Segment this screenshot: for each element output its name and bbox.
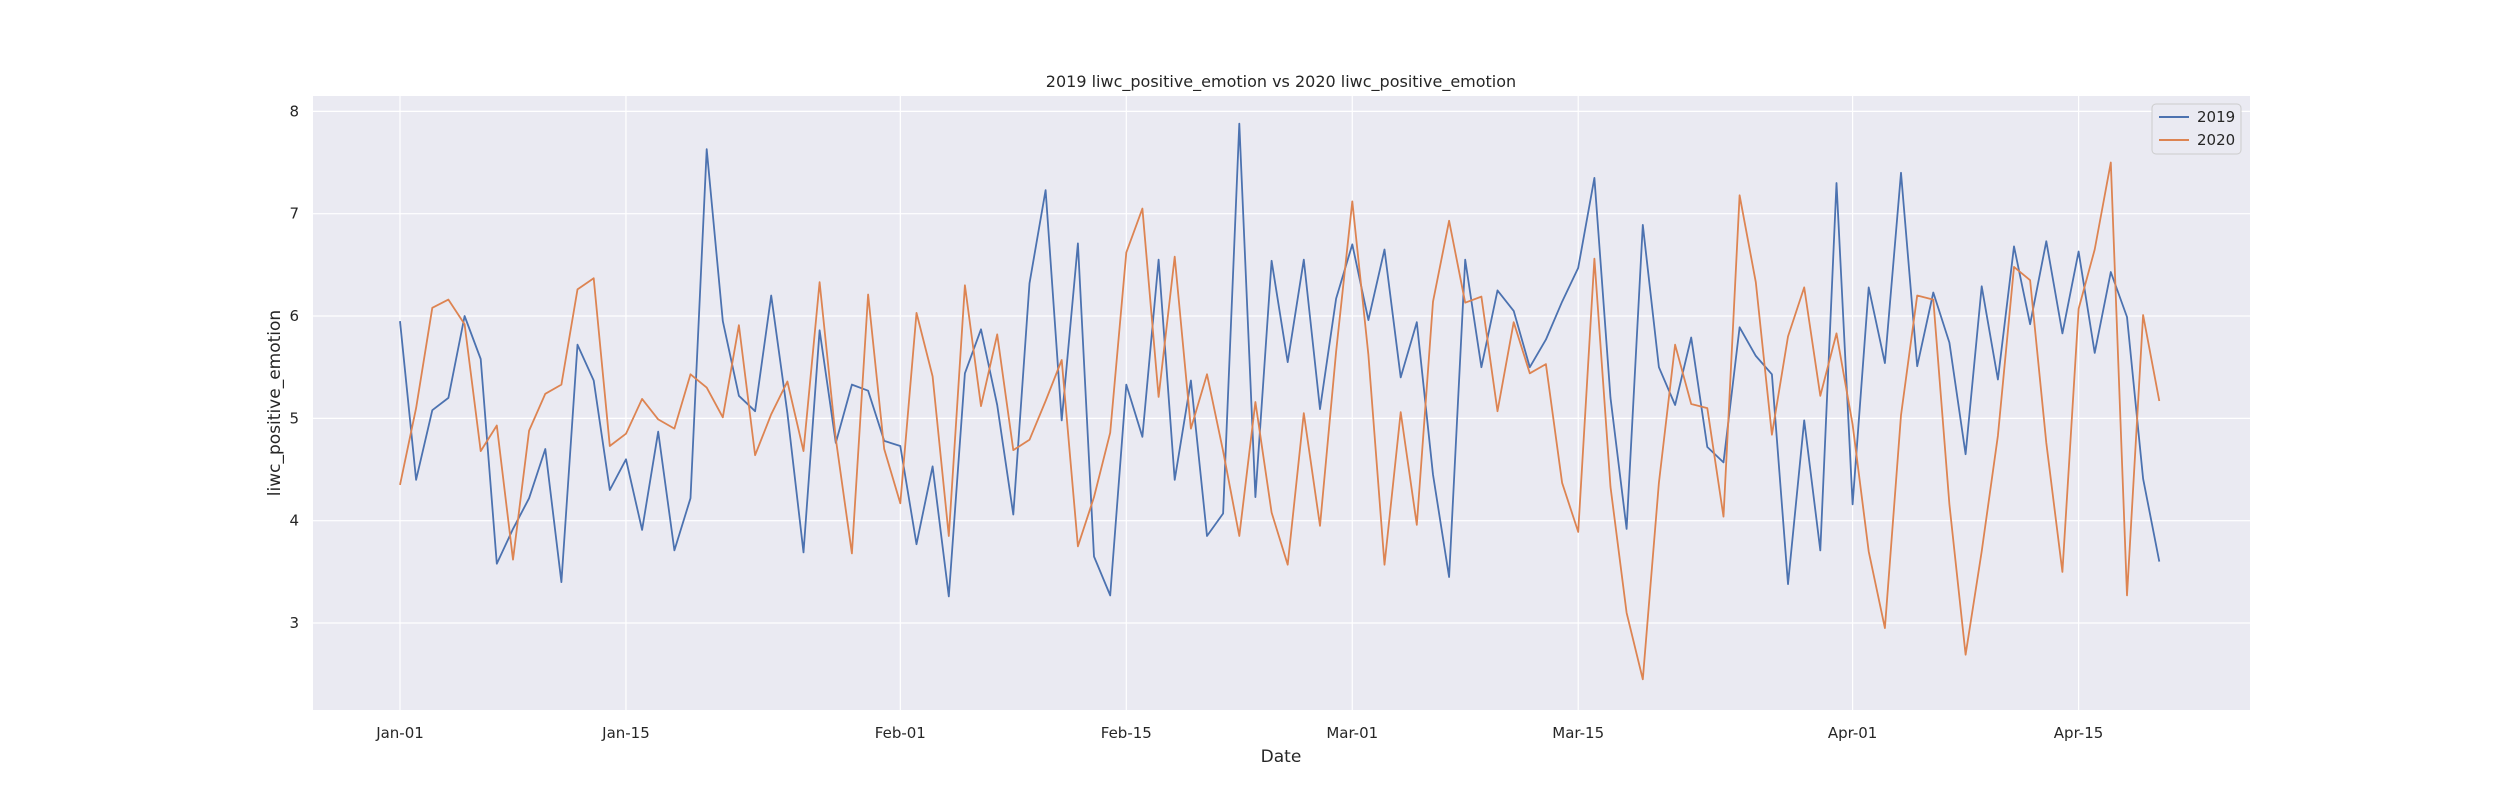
plot-area: [313, 96, 2250, 710]
y-tick-label: 5: [289, 409, 299, 427]
x-axis-label: Date: [1261, 747, 1302, 767]
x-tick-label: Apr-01: [1828, 724, 1878, 742]
legend-label-2019: 2019: [2197, 108, 2235, 126]
y-tick-label: 4: [289, 512, 299, 530]
x-tick-label: Jan-01: [375, 724, 424, 742]
legend: 2019 2020: [2151, 103, 2242, 155]
y-tick-label: 7: [289, 205, 299, 223]
y-axis-label: liwc_positive_emotion: [265, 310, 285, 496]
y-tick-labels: 3 4 5 6 7 8: [289, 102, 299, 632]
x-tick-labels: Jan-01 Jan-15 Feb-01 Feb-15 Mar-01 Mar-15 Apr-…: [375, 724, 2103, 742]
series-lines: [399, 122, 2161, 681]
series-line-2020: [399, 161, 2161, 681]
x-tick-label: Feb-15: [1101, 724, 1152, 742]
y-tick-label: 3: [289, 614, 299, 632]
series-line-2019: [399, 122, 2161, 598]
grid: [313, 96, 2250, 710]
y-tick-label: 8: [289, 102, 299, 120]
x-tick-label: Mar-01: [1326, 724, 1378, 742]
x-tick-label: Mar-15: [1552, 724, 1604, 742]
y-tick-label: 6: [289, 307, 299, 325]
chart-title: 2019 liwc_positive_emotion vs 2020 liwc_…: [1046, 72, 1516, 92]
x-tick-label: Apr-15: [2054, 724, 2104, 742]
legend-label-2020: 2020: [2197, 131, 2235, 149]
x-tick-label: Jan-15: [601, 724, 650, 742]
x-tick-label: Feb-01: [875, 724, 926, 742]
